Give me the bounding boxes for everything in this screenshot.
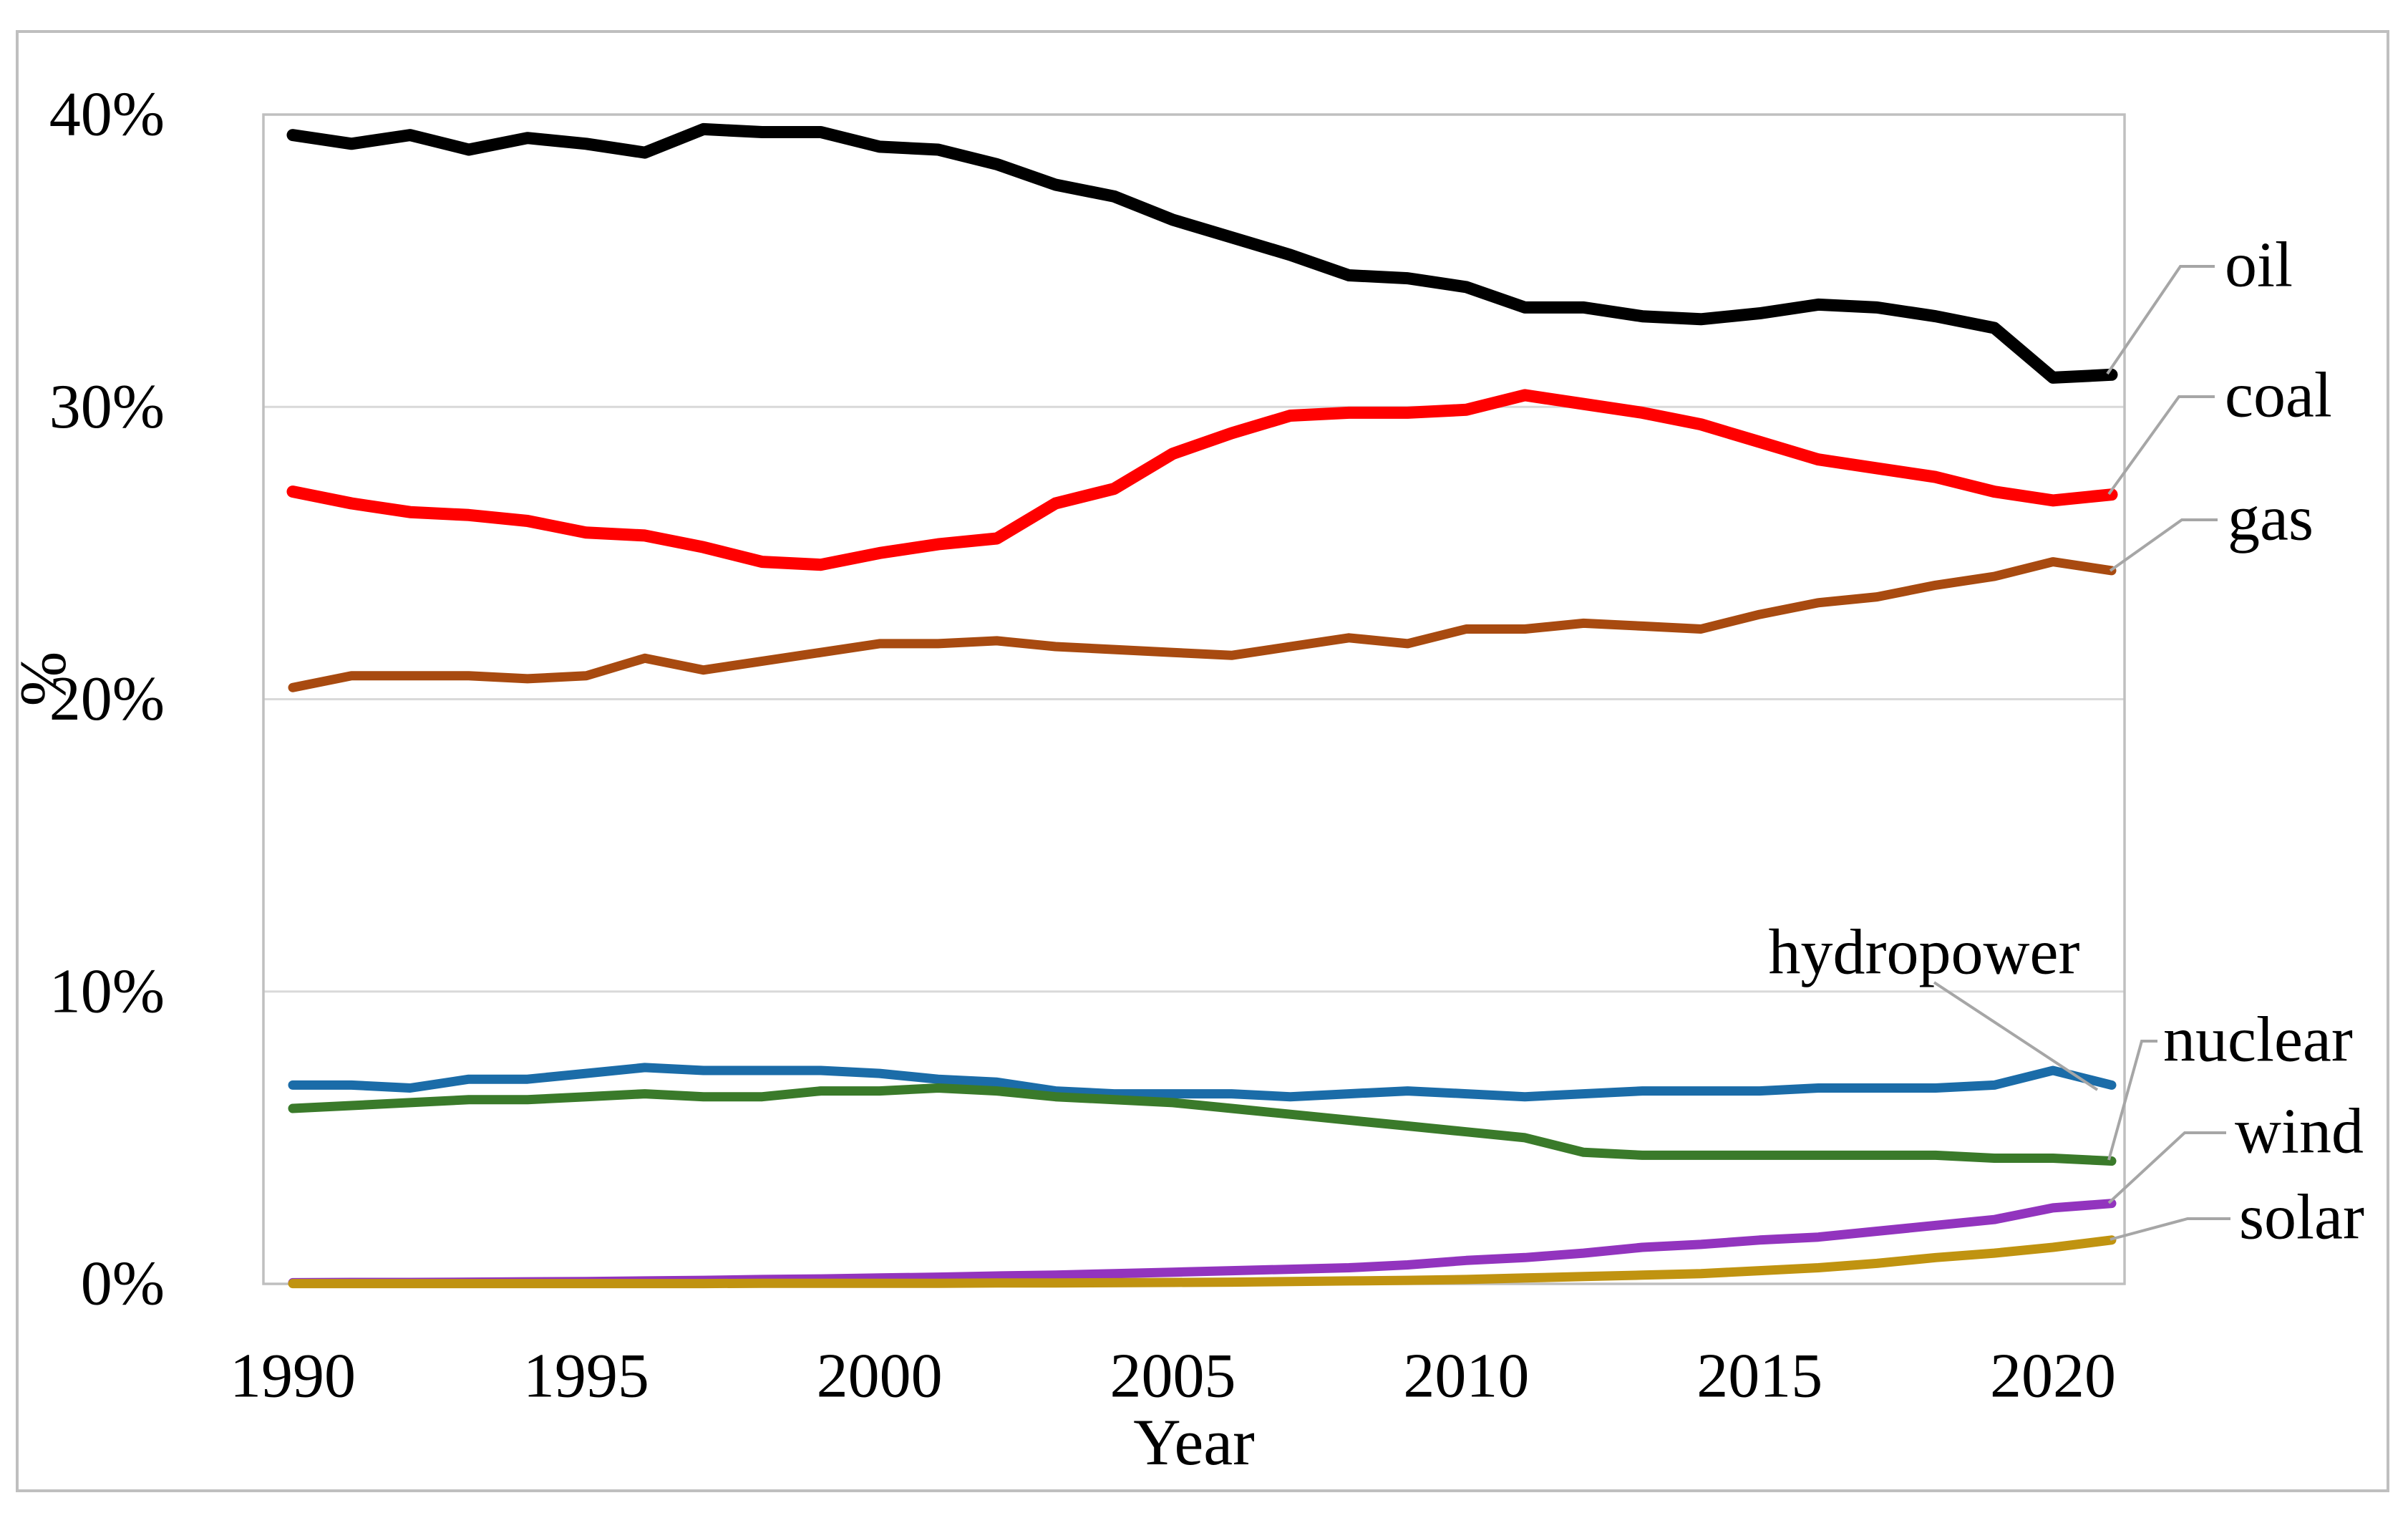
- series-label-wind: wind: [2235, 1096, 2364, 1167]
- leader-line-nuclear: [2107, 1040, 2157, 1161]
- leader-line-wind: [2107, 1131, 2226, 1204]
- leader-line-gas: [2109, 518, 2218, 572]
- x-tick-label-2005: 2005: [1110, 1342, 1236, 1411]
- label-leader-lines: [1933, 265, 2230, 1241]
- series-label-hydropower: hydropower: [1769, 917, 2080, 988]
- leader-line-solar: [2110, 1217, 2230, 1241]
- series-labels: oil coal gas hydropower nuclear wind solar: [1769, 230, 2364, 1253]
- axis-titles: % Year: [6, 652, 1255, 1479]
- x-tick-label-2010: 2010: [1403, 1342, 1529, 1411]
- y-tick-label-40: 40%: [49, 80, 165, 150]
- series-line-hydropower: [288, 1063, 2117, 1102]
- series-label-oil: oil: [2225, 230, 2293, 301]
- y-tick-label-10: 10%: [49, 957, 165, 1026]
- y-tick-label-0: 0%: [81, 1249, 165, 1319]
- series-line-gas: [288, 557, 2117, 692]
- x-tick-label-1990: 1990: [230, 1342, 356, 1411]
- y-tick-label-20: 20%: [49, 664, 165, 734]
- series-line-oil: [286, 122, 2118, 384]
- leader-line-oil: [2106, 265, 2215, 375]
- series-label-coal: coal: [2225, 360, 2332, 431]
- x-tick-label-2020: 2020: [1990, 1342, 2116, 1411]
- series-label-nuclear: nuclear: [2163, 1005, 2353, 1075]
- x-tick-label-2015: 2015: [1696, 1342, 1822, 1411]
- axis-tick-labels: 0% 10% 20% 30% 40% 1990 1995 2000 2005 2010 2015 20…: [49, 80, 2116, 1411]
- x-tick-label-2000: 2000: [817, 1342, 943, 1411]
- series-line-coal: [286, 389, 2118, 571]
- data-series-lines: [286, 122, 2118, 1289]
- gridlines: [263, 405, 2125, 993]
- y-axis-title: %: [6, 652, 79, 707]
- series-line-nuclear: [288, 1083, 2117, 1166]
- leader-line-coal: [2107, 395, 2215, 495]
- y-tick-label-30: 30%: [49, 372, 165, 442]
- series-label-gas: gas: [2228, 483, 2314, 554]
- series-line-solar: [288, 1235, 2117, 1289]
- x-tick-label-1995: 1995: [523, 1342, 649, 1411]
- figure-border: [16, 30, 2389, 1492]
- series-label-solar: solar: [2239, 1182, 2364, 1253]
- x-axis-title: Year: [1133, 1406, 1255, 1479]
- leader-line-hydropower: [1933, 981, 2099, 1091]
